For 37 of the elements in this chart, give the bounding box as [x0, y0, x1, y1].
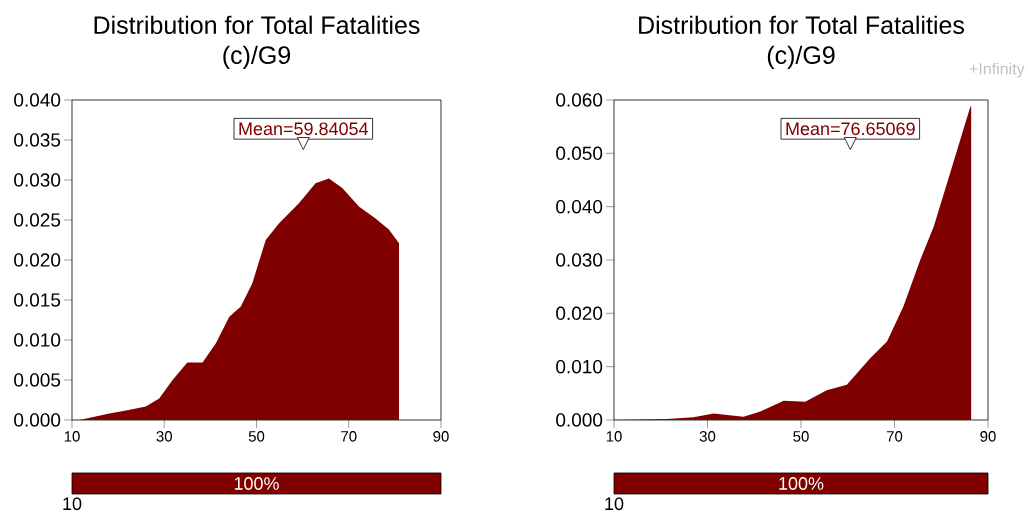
- x-tick-label: 10: [64, 431, 80, 442]
- y-tick-label: 0.060: [556, 93, 603, 107]
- chart-subtitle: (c)/G9: [767, 45, 835, 69]
- x-tick-label: 30: [156, 431, 172, 442]
- chart-title: Distribution for Total Fatalities: [639, 15, 965, 35]
- x-tick-label: 70: [341, 431, 357, 442]
- chart-subtitle: (c)/G9: [223, 45, 291, 69]
- y-tick-label: 0.000: [14, 413, 61, 427]
- y-tick-label: 0.025: [14, 213, 61, 227]
- text: 10: [605, 497, 624, 511]
- y-tick-label: 0.015: [14, 293, 61, 307]
- y-tick-label: 0.005: [14, 373, 61, 387]
- x-tick-label: 70: [886, 431, 903, 442]
- y-tick-label: 0.000: [556, 413, 603, 427]
- x-tick-label: 50: [248, 431, 265, 442]
- y-tick-label: 0.040: [14, 93, 61, 107]
- y-tick-label: 0.030: [14, 173, 61, 187]
- text: 100%: [779, 477, 824, 490]
- text: 10: [63, 497, 82, 511]
- x-tick-label: 90: [980, 431, 996, 442]
- y-tick-label: 0.020: [14, 253, 61, 267]
- x-tick-label: 30: [699, 431, 716, 442]
- annotation: Mean=59.84054: [239, 122, 369, 136]
- y-tick-label: 0.010: [556, 359, 603, 374]
- x-tick-label: 50: [793, 431, 809, 442]
- y-tick-label: 0.050: [556, 146, 603, 161]
- y-tick-label: 0.020: [556, 306, 603, 321]
- x-tick-label: 90: [433, 431, 449, 442]
- y-tick-label: 0.040: [556, 199, 603, 214]
- text: 100%: [234, 477, 279, 490]
- y-tick-label: 0.030: [556, 253, 603, 267]
- annotation: Mean=76.65069: [786, 122, 915, 136]
- chart-title: Distribution for Total Fatalities: [94, 15, 420, 35]
- y-tick-label: 0.010: [14, 333, 61, 347]
- text: +Infinity: [969, 62, 1025, 78]
- y-tick-label: 0.035: [14, 133, 61, 147]
- x-tick-label: 10: [606, 431, 622, 442]
